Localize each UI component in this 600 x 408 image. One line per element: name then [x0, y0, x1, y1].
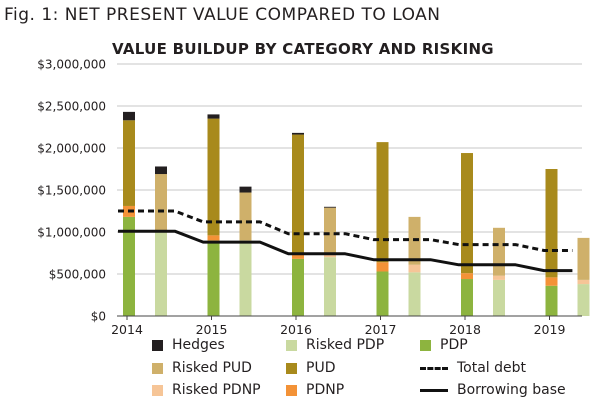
legend-swatch-risked-pdnp	[152, 384, 163, 396]
bar-segment-2017-unrisked-pud	[376, 142, 389, 263]
legend-label-risked-pdp: Risked PDP	[306, 337, 385, 353]
bar-segment-2016-risked-hedges	[324, 206, 336, 208]
bar-segment-2015-unrisked-pdp	[207, 240, 220, 316]
bar-segment-2016-unrisked-pud	[292, 134, 304, 254]
bar-segment-2018-risked-pdnp	[493, 275, 505, 280]
x-tick-label: 2018	[449, 322, 481, 337]
chart-title: VALUE BUILDUP BY CATEGORY AND RISKING	[112, 40, 494, 58]
bar-segment-2015-risked-pud	[239, 192, 252, 241]
legend-swatch-pdp	[420, 339, 431, 351]
bar-segment-2018-unrisked-pud	[461, 153, 473, 274]
bar-segment-2017-risked-pdnp	[408, 264, 421, 273]
legend-swatch-pud	[286, 362, 297, 374]
bar-segment-2015-risked-pdp	[239, 240, 252, 316]
x-tick-label: 2015	[196, 322, 228, 337]
x-tick-label: 2019	[534, 322, 566, 337]
bar-segment-2014-risked-pdp	[155, 230, 167, 316]
bar-segment-2016-risked-pdnp	[324, 254, 336, 258]
y-tick-label: $2,500,000	[37, 100, 106, 114]
bar-layer	[123, 111, 590, 316]
legend-item-borrowing-base: Borrowing base	[420, 382, 566, 398]
bar-segment-2016-unrisked-hedges	[292, 132, 304, 135]
bar-segment-2017-unrisked-pdnp	[376, 262, 389, 272]
bar-segment-2015-unrisked-pud	[207, 118, 220, 236]
bar-segment-2015-unrisked-pdnp	[207, 235, 220, 241]
y-tick-label: $2,000,000	[37, 142, 106, 156]
bar-segment-2019-risked-pud	[577, 237, 590, 280]
legend-label-pdp: PDP	[440, 337, 468, 353]
bar-segment-2014-unrisked-pdp	[123, 216, 135, 316]
bar-segment-2015-unrisked-hedges	[207, 114, 220, 119]
y-tick-label: $1,000,000	[37, 226, 106, 240]
bar-segment-2016-unrisked-pdnp	[292, 253, 304, 259]
legend-item-hedges: Hedges	[152, 337, 225, 353]
bar-segment-2019-unrisked-pdp	[545, 285, 558, 316]
x-tick-label: 2017	[365, 322, 397, 337]
bar-segment-2016-risked-pdp	[324, 257, 336, 316]
x-tick-label: 2016	[280, 322, 312, 337]
bar-segment-2019-unrisked-pud	[545, 169, 558, 278]
y-tick-label: $0	[91, 310, 106, 324]
bar-segment-2019-risked-pdp	[577, 284, 590, 316]
series-line-total-debt	[118, 209, 573, 252]
legend-swatch-total-debt	[420, 366, 448, 370]
bar-segment-2016-risked-pud	[324, 207, 336, 255]
y-tick-label: $3,000,000	[37, 58, 106, 72]
series-line-borrowing-base	[118, 229, 573, 273]
grid-layer	[117, 63, 582, 275]
legend-label-total-debt: Total debt	[457, 360, 527, 376]
bar-segment-2018-unrisked-pdp	[461, 279, 473, 316]
bar-segment-2019-risked-pdnp	[577, 279, 590, 285]
legend-label-risked-pud: Risked PUD	[172, 360, 252, 376]
legend-label-pud: PUD	[306, 360, 336, 376]
bar-segment-2014-unrisked-pud	[123, 120, 135, 206]
bar-segment-2018-unrisked-pdnp	[461, 273, 473, 280]
bar-segment-2018-risked-pdp	[493, 279, 505, 316]
figure-caption: Fig. 1: NET PRESENT VALUE COMPARED TO LO…	[4, 5, 441, 25]
legend-item-total-debt: Total debt	[420, 360, 526, 376]
bar-segment-2014-risked-pud	[155, 174, 167, 231]
bar-segment-2014-risked-hedges	[155, 166, 167, 175]
legend-item-pud: PUD	[286, 360, 335, 376]
bar-segment-2018-risked-pud	[493, 227, 505, 276]
legend-item-risked-pud: Risked PUD	[152, 360, 252, 376]
y-tick-label: $1,500,000	[37, 184, 106, 198]
legend-swatch-risked-pud	[152, 362, 163, 374]
line-layer	[118, 209, 573, 273]
bar-segment-2016-unrisked-pdp	[292, 258, 304, 316]
legend-swatch-risked-pdp	[286, 339, 297, 351]
bar-segment-2015-risked-hedges	[239, 186, 252, 193]
legend-item-risked-pdnp: Risked PDNP	[152, 382, 261, 398]
legend-label-hedges: Hedges	[172, 337, 225, 353]
bar-segment-2017-unrisked-pdp	[376, 271, 389, 316]
legend-swatch-borrowing-base	[420, 388, 448, 392]
bar-segment-2014-unrisked-hedges	[123, 111, 135, 121]
y-tick-label: $500,000	[49, 268, 106, 282]
legend-item-risked-pdp: Risked PDP	[286, 337, 384, 353]
legend-label-pdnp: PDNP	[306, 382, 345, 398]
legend-swatch-pdnp	[286, 384, 297, 396]
legend-item-pdp: PDP	[420, 337, 468, 353]
legend-label-risked-pdnp: Risked PDNP	[172, 382, 261, 398]
legend-item-pdnp: PDNP	[286, 382, 344, 398]
axis-layer: $0 $500,000 $1,000,000 $1,500,000 $2,000,000…	[37, 58, 582, 337]
legend-swatch-hedges	[152, 339, 163, 351]
bar-segment-2017-risked-pdp	[408, 272, 421, 316]
legend-label-borrowing-base: Borrowing base	[457, 382, 566, 398]
x-tick-label: 2014	[111, 322, 143, 337]
bar-segment-2019-unrisked-pdnp	[545, 277, 558, 286]
